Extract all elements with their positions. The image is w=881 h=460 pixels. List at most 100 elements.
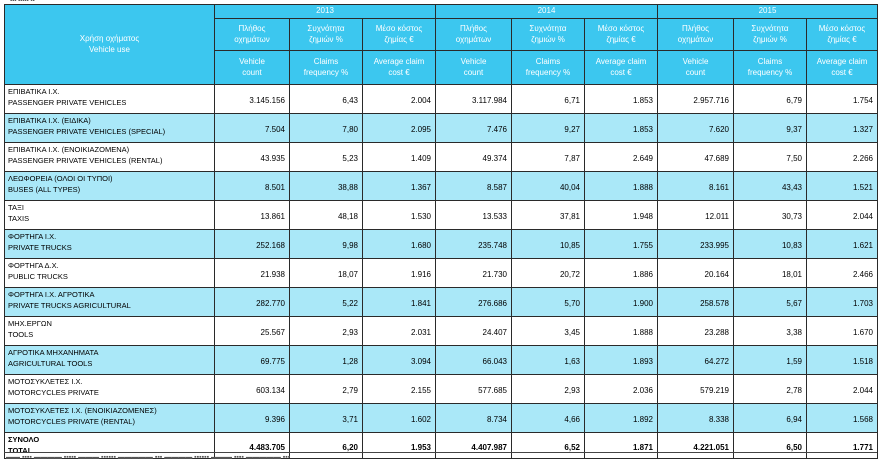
value-cell: 5,23 [289,142,363,172]
vehicle-category-en: BUSES (ALL TYPES) [8,184,81,194]
value-cell: 43,43 [733,171,807,201]
vehicle-category-cell: ΦΟΡΤΗΓΑ Δ.Χ. PUBLIC TRUCKS [4,258,215,288]
vehicle-category-cell: ΕΠΙΒΑΤΙΚΑ Ι.Χ. (ΕΙΔΙΚΑ) PASSENGER PRIVATE… [4,113,215,143]
gr-metric-line: οχημάτων [234,34,270,44]
value-cell: 4.407.987 [435,432,512,459]
value-cell: 4,66 [511,403,585,433]
value-cell: 1.409 [362,142,436,172]
gr-metric-line: ζημιών % [753,34,787,44]
table-row: ΣΥΝΟΛΟ TOTAL 4.483.705 6,20 1.953 4.407.987 6,… [4,432,878,459]
value-cell: 252.168 [214,229,290,259]
value-cell: 8.587 [435,171,512,201]
value-cell: 20,72 [511,258,585,288]
en-metric-header-2015-2: Average claim cost € [806,50,878,85]
gr-metric-header-2015-0: Πλήθος οχημάτων [657,18,734,51]
vehicle-category-gr: ΦΟΡΤΗΓΑ Ι.Χ. ΑΓΡΟΤΙΚΑ [8,290,95,299]
value-cell: 6,79 [733,84,807,114]
gr-metric-line: ζημίας € [384,34,414,44]
table-row: ΦΟΡΤΗΓΑ Ι.Χ. ΑΓΡΟΤΙΚΑ PRIVATE TRUCKS AGRI… [4,287,878,317]
value-cell: 235.748 [435,229,512,259]
cropped-footnote: ▬▬ ▪▪▪▪ ▬▬▬▬ ▪▪▪▪▪ ▬▬▬ ▪▪▪▪▪▪ ▬▬▬▬▬ ▪▪▪ … [6,455,291,460]
value-cell: 5,22 [289,287,363,317]
value-cell: 37,81 [511,200,585,230]
vehicle-category-gr: ΜΗΧ.ΕΡΓΩΝ [8,319,52,328]
value-cell: 6,50 [733,432,807,459]
year-header-row: Χρήση οχήματος Vehicle use 2013 2014 201… [4,4,878,85]
value-cell: 1.900 [584,287,658,317]
value-cell: 3.145.156 [214,84,290,114]
value-cell: 18,07 [289,258,363,288]
gr-metric-line: ζημίας € [606,34,636,44]
en-metric-header-2014-1: Claims frequency % [511,50,585,85]
value-cell: 1.771 [806,432,878,459]
value-cell: 3,38 [733,316,807,346]
vehicle-category-en: TOTAL [8,445,33,455]
value-cell: 20.164 [657,258,734,288]
value-cell: 48,18 [289,200,363,230]
value-cell: 1.367 [362,171,436,201]
vehicle-use-label-gr: Χρήση οχήματος [79,33,140,43]
value-cell: 6,94 [733,403,807,433]
value-cell: 2.957.716 [657,84,734,114]
value-cell: 25.567 [214,316,290,346]
value-cell: 6,43 [289,84,363,114]
value-cell: 1.953 [362,432,436,459]
value-cell: 3.117.984 [435,84,512,114]
value-cell: 1.841 [362,287,436,317]
value-cell: 1.886 [584,258,658,288]
value-cell: 1.892 [584,403,658,433]
gr-metric-header-2013-0: Πλήθος οχημάτων [214,18,290,51]
value-cell: 1.888 [584,316,658,346]
value-cell: 21.730 [435,258,512,288]
value-cell: 603.134 [214,374,290,404]
vehicle-category-gr: ΕΠΙΒΑΤΙΚΑ Ι.Χ. [8,87,60,96]
vehicle-category-en: TAXIS [8,213,30,223]
value-cell: 10,83 [733,229,807,259]
vehicle-category-gr: ΦΟΡΤΗΓΑ Ι.Χ. [8,232,57,241]
value-cell: 8.734 [435,403,512,433]
en-metric-header-2015-1: Claims frequency % [733,50,807,85]
vehicle-category-en: PASSENGER PRIVATE VEHICLES (SPECIAL) [8,126,166,136]
vehicle-category-gr: ΕΠΙΒΑΤΙΚΑ Ι.Χ. (ΕΝΟΙΚΙΑΖΟΜΕΝΑ) [8,145,130,154]
vehicle-category-en: MOTORCYCLES PRIVATE [8,387,99,397]
value-cell: 7,50 [733,142,807,172]
gr-metric-header-2015-1: Συχνότητα ζημιών % [733,18,807,51]
value-cell: 1.670 [806,316,878,346]
vehicle-category-gr: ΕΠΙΒΑΤΙΚΑ Ι.Χ. (ΕΙΔΙΚΑ) [8,116,91,125]
value-cell: 258.578 [657,287,734,317]
gr-metric-line: οχημάτων [677,34,714,44]
value-cell: 1.853 [584,84,658,114]
value-cell: 7,87 [511,142,585,172]
value-cell: 8.161 [657,171,734,201]
value-cell: 579.219 [657,374,734,404]
gr-metric-line: Συχνότητα [529,23,567,33]
value-cell: 21.938 [214,258,290,288]
value-cell: 2.004 [362,84,436,114]
value-cell: 6,20 [289,432,363,459]
value-cell: 2,93 [289,316,363,346]
gr-metric-header-2014-0: Πλήθος οχημάτων [435,18,512,51]
value-cell: 9,27 [511,113,585,143]
table-row: ΕΠΙΒΑΤΙΚΑ Ι.Χ. PASSENGER PRIVATE VEHICLES… [4,84,878,114]
vehicle-category-en: TOOLS [8,329,34,339]
vehicle-category-gr: ΜΟΤΟΣΥΚΛΕΤΕΣ Ι.Χ. (ΕΝΟΙΚΙΑΖΟΜΕΝΕΣ) [8,406,157,415]
value-cell: 5,70 [511,287,585,317]
table-row: ΜΟΤΟΣΥΚΛΕΤΕΣ Ι.Χ. MOTORCYCLES PRIVATE 603.… [4,374,878,404]
value-cell: 1.853 [584,113,658,143]
value-cell: 7.620 [657,113,734,143]
vehicle-category-cell: ΛΕΩΦΟΡΕΙΑ (ΟΛΟΙ ΟΙ ΤΥΠΟΙ) BUSES (ALL TYPE… [4,171,215,201]
gr-metric-line: Μέσο κόστος [375,23,423,33]
value-cell: 2.036 [584,374,658,404]
value-cell: 5,67 [733,287,807,317]
vehicle-category-cell: ΦΟΡΤΗΓΑ Ι.Χ. PRIVATE TRUCKS [4,229,215,259]
greek-metric-header-row: Πλήθος οχημάτων Συχνότητα ζημιών % Μέσο κόστ… [5,18,878,51]
vehicle-category-en: PRIVATE TRUCKS [8,242,72,252]
value-cell: 9,37 [733,113,807,143]
gr-metric-line: Συχνότητα [307,23,345,33]
table-row: ΜΟΤΟΣΥΚΛΕΤΕΣ Ι.Χ. (ΕΝΟΙΚΙΑΖΟΜΕΝΕΣ) MOTORC… [4,403,878,433]
value-cell: 2.266 [806,142,878,172]
english-metric-header-row: Vehicle count Claims frequency % Average cla… [5,50,878,85]
year-2014-header: 2014 [435,4,658,19]
table-row: ΕΠΙΒΑΤΙΚΑ Ι.Χ. (ΕΙΔΙΚΑ) PASSENGER PRIVATE… [4,113,878,143]
value-cell: 2,93 [511,374,585,404]
